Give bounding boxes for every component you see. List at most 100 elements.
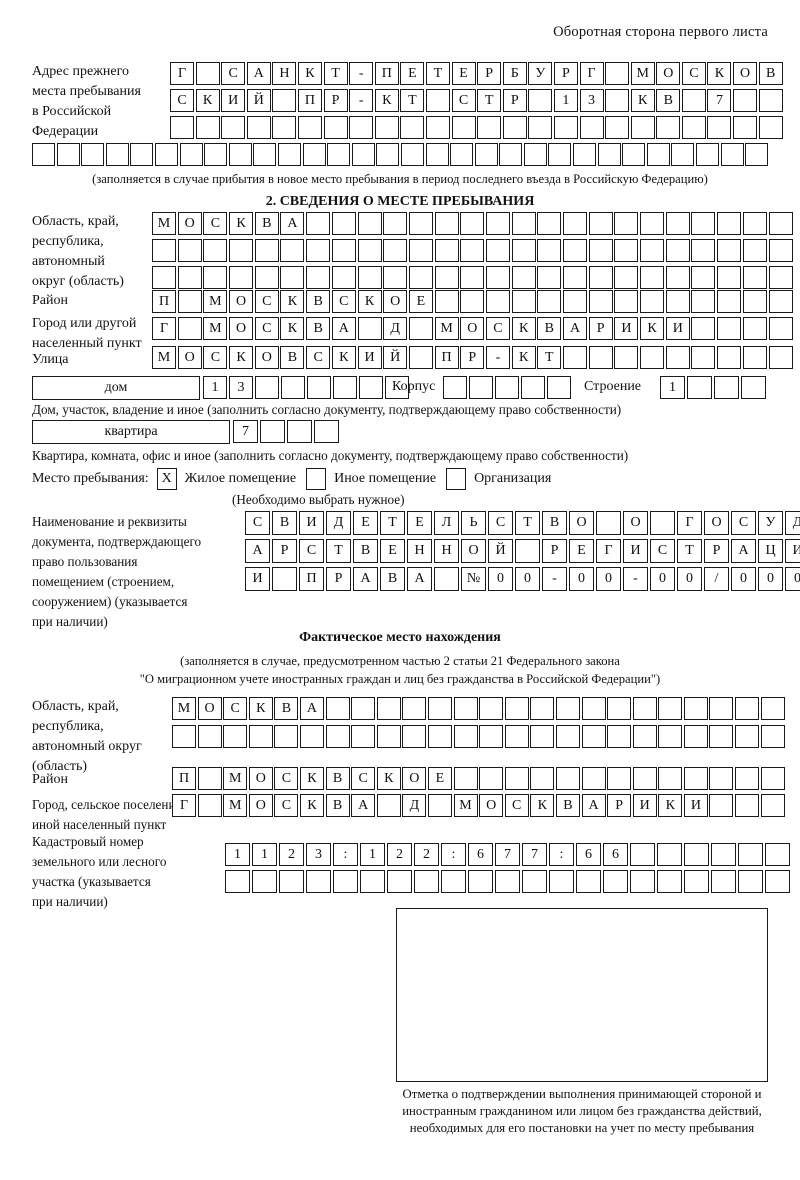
input-cell[interactable]: Г — [152, 317, 176, 340]
input-cell[interactable]: В — [555, 794, 580, 817]
input-cell[interactable] — [172, 725, 196, 748]
input-cell[interactable] — [683, 697, 708, 720]
input-cell[interactable]: К — [195, 89, 220, 112]
input-cell[interactable] — [691, 266, 716, 289]
input-cell[interactable]: 0 — [650, 567, 675, 591]
input-cell[interactable]: С — [488, 511, 513, 535]
input-cell[interactable]: О — [177, 212, 202, 235]
input-cell[interactable]: К — [297, 62, 322, 85]
input-cell[interactable] — [711, 843, 736, 866]
input-cell[interactable]: П — [374, 62, 399, 85]
input-cell[interactable]: К — [374, 89, 399, 112]
input-cell[interactable] — [537, 239, 562, 262]
input-cell[interactable] — [357, 239, 382, 262]
input-cell[interactable] — [325, 697, 350, 720]
input-cell[interactable]: К — [640, 317, 665, 340]
input-cell[interactable] — [204, 143, 228, 166]
input-cell[interactable] — [177, 239, 202, 262]
input-cell[interactable]: Й — [383, 346, 408, 369]
input-cell[interactable]: С — [254, 290, 279, 313]
input-cell[interactable] — [522, 870, 547, 893]
input-cell[interactable]: С — [254, 317, 279, 340]
input-cell[interactable]: 0 — [569, 567, 594, 591]
input-cell[interactable] — [691, 317, 716, 340]
flat-cells[interactable]: 7 — [233, 420, 341, 443]
input-cell[interactable]: : — [333, 843, 358, 866]
input-cell[interactable] — [333, 870, 358, 893]
input-cell[interactable]: Д — [326, 511, 351, 535]
input-cell[interactable]: М — [203, 317, 228, 340]
input-cell[interactable] — [681, 116, 706, 139]
input-cell[interactable] — [640, 266, 665, 289]
input-cell[interactable]: С — [203, 346, 228, 369]
input-cell[interactable]: Е — [408, 290, 433, 313]
input-cell[interactable]: К — [280, 317, 305, 340]
input-cell[interactable] — [385, 376, 409, 399]
input-cell[interactable] — [357, 212, 382, 235]
input-cell[interactable] — [709, 725, 734, 748]
input-cell[interactable]: Е — [353, 511, 378, 535]
input-cell[interactable]: В — [272, 511, 297, 535]
input-cell[interactable]: С — [223, 697, 248, 720]
input-cell[interactable] — [246, 116, 271, 139]
input-cell[interactable] — [576, 870, 601, 893]
input-cell[interactable] — [495, 376, 519, 399]
input-cell[interactable] — [717, 212, 742, 235]
input-cell[interactable]: 0 — [677, 567, 702, 591]
input-cell[interactable]: В — [758, 62, 783, 85]
input-cell[interactable] — [681, 89, 706, 112]
input-cell[interactable] — [760, 725, 785, 748]
input-cell[interactable] — [581, 725, 606, 748]
input-cell[interactable] — [277, 143, 301, 166]
input-cell[interactable] — [665, 266, 690, 289]
input-cell[interactable] — [733, 116, 758, 139]
input-cell[interactable]: С — [504, 794, 529, 817]
input-cell[interactable]: Р — [460, 346, 485, 369]
input-cell[interactable] — [327, 143, 351, 166]
input-cell[interactable]: 0 — [596, 567, 621, 591]
input-cell[interactable] — [742, 212, 767, 235]
input-cell[interactable]: С — [331, 290, 356, 313]
input-cell[interactable]: 0 — [785, 567, 800, 591]
input-cell[interactable] — [760, 697, 785, 720]
input-cell[interactable]: 0 — [731, 567, 756, 591]
input-cell[interactable]: С — [274, 794, 299, 817]
input-cell[interactable]: О — [402, 767, 427, 790]
input-cell[interactable] — [229, 266, 254, 289]
input-cell[interactable] — [408, 212, 433, 235]
input-cell[interactable] — [607, 725, 632, 748]
input-cell[interactable] — [331, 239, 356, 262]
input-cell[interactable] — [105, 143, 129, 166]
input-cell[interactable] — [630, 843, 655, 866]
input-cell[interactable] — [742, 266, 767, 289]
input-cell[interactable]: А — [331, 317, 356, 340]
input-cell[interactable]: С — [221, 62, 246, 85]
input-cell[interactable] — [408, 266, 433, 289]
input-cell[interactable]: М — [203, 290, 228, 313]
input-cell[interactable]: В — [306, 317, 331, 340]
input-cell[interactable] — [691, 346, 716, 369]
input-cell[interactable] — [563, 266, 587, 289]
input-cell[interactable]: В — [353, 539, 378, 563]
input-cell[interactable] — [511, 290, 536, 313]
input-cell[interactable] — [272, 567, 297, 591]
input-cell[interactable] — [537, 212, 562, 235]
input-cell[interactable] — [408, 346, 433, 369]
input-cell[interactable]: А — [351, 794, 376, 817]
input-cell[interactable] — [376, 725, 401, 748]
input-cell[interactable]: В — [656, 89, 681, 112]
input-cell[interactable]: О — [383, 290, 408, 313]
input-cell[interactable] — [707, 116, 732, 139]
input-cell[interactable]: А — [731, 539, 756, 563]
input-cell[interactable]: Ц — [758, 539, 783, 563]
input-cell[interactable] — [81, 143, 105, 166]
input-cell[interactable] — [485, 266, 510, 289]
input-cell[interactable]: С — [451, 89, 476, 112]
input-cell[interactable]: № — [461, 567, 486, 591]
input-cell[interactable]: П — [434, 346, 459, 369]
input-cell[interactable]: О — [733, 62, 758, 85]
input-cell[interactable] — [425, 143, 449, 166]
input-cell[interactable] — [274, 725, 299, 748]
